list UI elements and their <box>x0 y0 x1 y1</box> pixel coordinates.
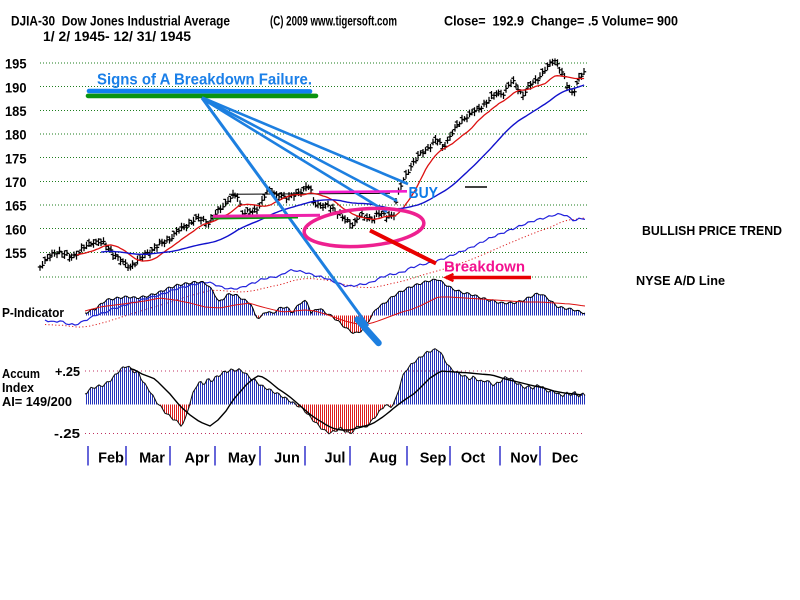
svg-text:Nov: Nov <box>510 451 537 467</box>
svg-text:(C) 2009 www.tigersoft.com: (C) 2009 www.tigersoft.com <box>270 14 397 29</box>
svg-text:155: 155 <box>5 245 27 261</box>
svg-text:Index: Index <box>2 380 35 395</box>
svg-text:170: 170 <box>5 174 27 190</box>
svg-text:P-Indicator: P-Indicator <box>2 305 64 320</box>
svg-text:185: 185 <box>5 103 27 119</box>
svg-text:Oct: Oct <box>461 451 485 467</box>
svg-text:Accum: Accum <box>2 366 40 381</box>
svg-text:AI= 149/200: AI= 149/200 <box>2 394 72 409</box>
svg-text:Feb: Feb <box>98 451 124 467</box>
svg-text:160: 160 <box>5 221 27 237</box>
svg-text:195: 195 <box>5 56 27 72</box>
svg-text:Signs of A Breakdown Failure.: Signs of A Breakdown Failure. <box>97 72 312 89</box>
svg-text:Jul: Jul <box>325 451 346 467</box>
svg-text:-.25: -.25 <box>54 427 80 441</box>
svg-text:May: May <box>228 451 256 467</box>
svg-text:BULLISH PRICE TREND: BULLISH PRICE TREND <box>642 223 782 238</box>
svg-text:Mar: Mar <box>139 451 165 467</box>
svg-text:NYSE A/D Line: NYSE A/D Line <box>636 273 725 288</box>
svg-text:Jun: Jun <box>274 451 300 467</box>
svg-text:Dec: Dec <box>552 451 579 467</box>
svg-text:Aug: Aug <box>369 451 397 467</box>
svg-text:+.25: +.25 <box>55 365 80 379</box>
svg-text:1/ 2/ 1945- 12/ 31/ 1945: 1/ 2/ 1945- 12/ 31/ 1945 <box>43 29 191 44</box>
svg-text:Apr: Apr <box>185 451 210 467</box>
svg-text:180: 180 <box>5 127 27 143</box>
svg-text:Close= 192.9 Change= .5 Volu: Close= 192.9 Change= .5 Volume= 900 <box>444 14 678 29</box>
svg-text:BUY: BUY <box>409 185 439 202</box>
svg-text:Breakdown: Breakdown <box>444 260 525 276</box>
svg-text:Sep: Sep <box>420 451 447 467</box>
svg-text:190: 190 <box>5 79 27 95</box>
svg-text:175: 175 <box>5 150 27 166</box>
svg-text:DJIA-30 Dow Jones Industrial: DJIA-30 Dow Jones Industrial Average <box>11 14 230 29</box>
svg-text:165: 165 <box>5 198 27 214</box>
